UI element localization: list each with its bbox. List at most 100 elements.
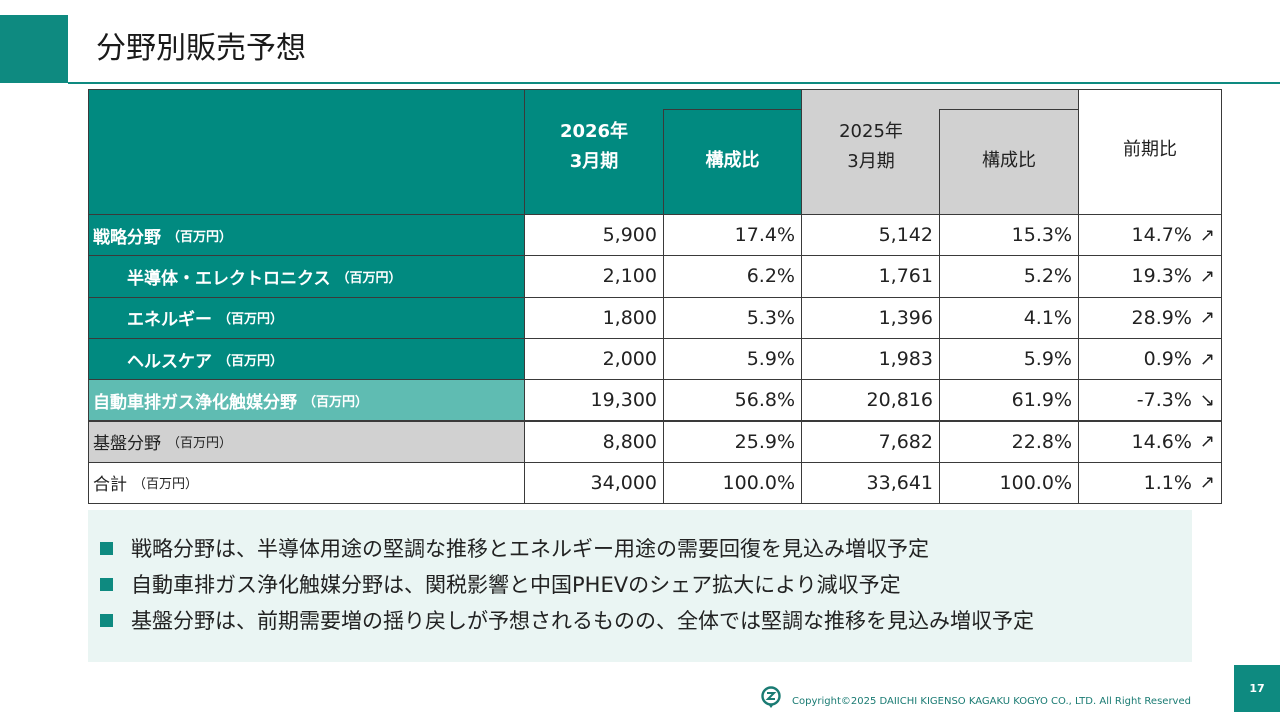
trend-arrow-icon: ↗ bbox=[1199, 265, 1215, 287]
value-cell: 5.9% bbox=[663, 337, 802, 381]
header-fy2025: 2025年 3月期 bbox=[802, 117, 940, 177]
row-label: 基盤分野 bbox=[93, 434, 161, 455]
row-label: ヘルスケア bbox=[127, 351, 212, 372]
row-label-cell: 半導体・エレクトロニクス （百万円） bbox=[88, 255, 525, 298]
yoy-cell: 14.7% ↗ bbox=[1078, 214, 1222, 257]
yoy-value: 28.9% bbox=[1131, 306, 1192, 329]
row-label-cell: 基盤分野 （百万円） bbox=[88, 420, 525, 463]
value-cell: 1,761 bbox=[801, 255, 940, 298]
row-unit: （百万円） bbox=[336, 270, 402, 286]
yoy-cell: 19.3% ↗ bbox=[1078, 255, 1222, 298]
trend-arrow-icon: ↗ bbox=[1199, 224, 1215, 246]
row-unit: （百万円） bbox=[167, 436, 233, 452]
bullet-square-icon bbox=[100, 613, 113, 627]
row-label-cell: 合計 （百万円） bbox=[88, 461, 525, 505]
forecast-table: 2026年 3月期 構成比 2025年 3月期 構成比 前期比 戦略分野 （百万円… bbox=[88, 89, 1222, 505]
company-logo-icon bbox=[761, 686, 781, 708]
header-fy2025-year: 2025年 bbox=[839, 121, 903, 142]
yoy-cell: 0.9% ↗ bbox=[1078, 337, 1222, 381]
value-cell: 2,100 bbox=[524, 255, 664, 298]
row-label-cell: エネルギー （百万円） bbox=[88, 296, 525, 339]
trend-arrow-icon: ↗ bbox=[1199, 348, 1215, 370]
value-cell: 1,800 bbox=[524, 296, 664, 339]
header-fy2026-year: 2026年 bbox=[559, 121, 629, 142]
value-cell: 5.2% bbox=[939, 255, 1079, 298]
value-cell: 19,300 bbox=[524, 379, 664, 422]
header-blank-cell bbox=[88, 89, 525, 215]
row-unit: （百万円） bbox=[133, 477, 199, 493]
slide-title: 分野別販売予想 bbox=[96, 31, 306, 66]
header-fy2026-ratio-cell bbox=[663, 109, 802, 215]
value-cell: 34,000 bbox=[524, 461, 664, 505]
header-yoy: 前期比 bbox=[1123, 139, 1177, 160]
trend-arrow-icon: ↗ bbox=[1199, 307, 1215, 329]
summary-text: 自動車排ガス浄化触媒分野は、関税影響と中国PHEVのシェア拡大により減収予定 bbox=[131, 573, 901, 597]
row-label-cell: 戦略分野 （百万円） bbox=[88, 214, 525, 257]
value-cell: 1,396 bbox=[801, 296, 940, 339]
value-cell: 5,900 bbox=[524, 214, 664, 257]
value-cell: 17.4% bbox=[663, 214, 802, 257]
yoy-value: 1.1% bbox=[1143, 471, 1192, 494]
value-cell: 22.8% bbox=[939, 420, 1079, 463]
row-label-cell: 自動車排ガス浄化触媒分野 （百万円） bbox=[88, 379, 525, 422]
summary-item: 自動車排ガス浄化触媒分野は、関税影響と中国PHEVのシェア拡大により減収予定 bbox=[100, 569, 901, 599]
row-unit: （百万円） bbox=[167, 229, 233, 245]
value-cell: 7,682 bbox=[801, 420, 940, 463]
copyright-text: Copyright©2025 DAIICHI KIGENSO KAGAKU KO… bbox=[792, 696, 1191, 707]
yoy-cell: 14.6% ↗ bbox=[1078, 420, 1222, 463]
value-cell: 5,142 bbox=[801, 214, 940, 257]
header-fy2025-period: 3月期 bbox=[847, 151, 895, 172]
value-cell: 15.3% bbox=[939, 214, 1079, 257]
bullet-square-icon bbox=[100, 577, 113, 591]
value-cell: 8,800 bbox=[524, 420, 664, 463]
row-label: 半導体・エレクトロニクス bbox=[127, 268, 331, 289]
yoy-cell: -7.3% ↘ bbox=[1078, 379, 1222, 422]
row-label: 戦略分野 bbox=[93, 227, 161, 248]
yoy-value: 19.3% bbox=[1131, 265, 1192, 288]
value-cell: 4.1% bbox=[939, 296, 1079, 339]
value-cell: 100.0% bbox=[663, 461, 802, 505]
value-cell: 100.0% bbox=[939, 461, 1079, 505]
value-cell: 56.8% bbox=[663, 379, 802, 422]
summary-item: 戦略分野は、半導体用途の堅調な推移とエネルギー用途の需要回復を見込み増収予定 bbox=[100, 533, 929, 563]
header-fy2026: 2026年 3月期 bbox=[525, 117, 663, 177]
value-cell: 25.9% bbox=[663, 420, 802, 463]
row-unit: （百万円） bbox=[303, 394, 369, 410]
header-fy2026-period: 3月期 bbox=[569, 151, 619, 172]
value-cell: 33,641 bbox=[801, 461, 940, 505]
corner-accent-block bbox=[0, 15, 68, 83]
row-unit: （百万円） bbox=[218, 353, 284, 369]
value-cell: 6.2% bbox=[663, 255, 802, 298]
header-fy2025-ratio: 構成比 bbox=[982, 150, 1036, 171]
summary-text: 戦略分野は、半導体用途の堅調な推移とエネルギー用途の需要回復を見込み増収予定 bbox=[131, 537, 929, 561]
yoy-value: 14.7% bbox=[1131, 224, 1192, 247]
yoy-cell: 28.9% ↗ bbox=[1078, 296, 1222, 339]
value-cell: 5.3% bbox=[663, 296, 802, 339]
value-cell: 2,000 bbox=[524, 337, 664, 381]
yoy-value: -7.3% bbox=[1136, 389, 1192, 412]
row-unit: （百万円） bbox=[218, 312, 284, 328]
trend-arrow-icon: ↘ bbox=[1199, 389, 1215, 411]
yoy-cell: 1.1% ↗ bbox=[1078, 461, 1222, 505]
row-label: 合計 bbox=[93, 475, 127, 496]
value-cell: 61.9% bbox=[939, 379, 1079, 422]
summary-box: 戦略分野は、半導体用途の堅調な推移とエネルギー用途の需要回復を見込み増収予定 自… bbox=[88, 510, 1192, 662]
yoy-value: 14.6% bbox=[1131, 430, 1192, 453]
summary-text: 基盤分野は、前期需要増の揺り戻しが予想されるものの、全体では堅調な推移を見込み増… bbox=[131, 609, 1034, 633]
value-cell: 20,816 bbox=[801, 379, 940, 422]
trend-arrow-icon: ↗ bbox=[1199, 431, 1215, 453]
trend-arrow-icon: ↗ bbox=[1199, 472, 1215, 494]
summary-item: 基盤分野は、前期需要増の揺り戻しが予想されるものの、全体では堅調な推移を見込み増… bbox=[100, 605, 1034, 635]
value-cell: 5.9% bbox=[939, 337, 1079, 381]
header-fy2025-ratio-cell bbox=[939, 109, 1079, 215]
bullet-square-icon bbox=[100, 541, 113, 555]
header-yoy-cell bbox=[1078, 89, 1222, 215]
title-divider bbox=[68, 82, 1280, 84]
page-number: 17 bbox=[1234, 665, 1280, 712]
row-label: 自動車排ガス浄化触媒分野 bbox=[93, 392, 297, 413]
row-label-cell: ヘルスケア （百万円） bbox=[88, 337, 525, 381]
row-label: エネルギー bbox=[127, 310, 212, 331]
yoy-value: 0.9% bbox=[1143, 348, 1192, 371]
value-cell: 1,983 bbox=[801, 337, 940, 381]
header-fy2026-ratio: 構成比 bbox=[705, 150, 760, 171]
